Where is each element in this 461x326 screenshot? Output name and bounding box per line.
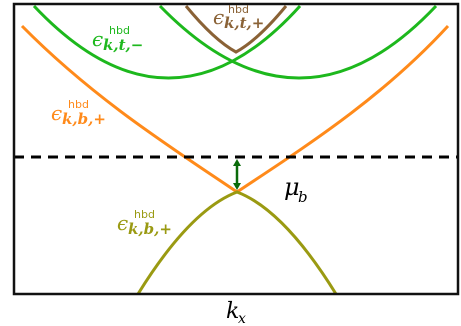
svg-text:k,t,+: k,t,+ xyxy=(224,14,264,32)
svg-text:hbd: hbd xyxy=(134,208,155,221)
label-top-minus: ϵ hbd k,t,− xyxy=(92,24,143,54)
svg-text:hbd: hbd xyxy=(109,24,130,37)
svg-text:ϵ: ϵ xyxy=(92,27,103,51)
svg-text:k,b,+: k,b,+ xyxy=(128,220,172,238)
band-curve-top-minus xyxy=(32,4,302,80)
svg-text:k,t,−: k,t,− xyxy=(103,36,143,54)
gap-arrow xyxy=(233,159,241,190)
label-chemical-potential: μ b xyxy=(284,173,308,206)
svg-text:ϵ: ϵ xyxy=(51,101,62,125)
svg-text:hbd: hbd xyxy=(68,98,89,111)
svg-text:b: b xyxy=(298,188,308,206)
label-bottom-plus-lower: ϵ hbd k,b,+ xyxy=(117,208,172,238)
svg-text:x: x xyxy=(238,311,246,326)
svg-text:ϵ: ϵ xyxy=(213,5,224,29)
svg-text:hbd: hbd xyxy=(228,3,249,16)
svg-text:k: k xyxy=(226,299,239,324)
x-axis-label: k x xyxy=(226,299,246,326)
svg-text:k,b,+: k,b,+ xyxy=(62,110,106,128)
band-curve-top-minus-right xyxy=(158,4,438,80)
svg-text:ϵ: ϵ xyxy=(117,211,128,235)
plot-frame xyxy=(12,2,460,296)
svg-text:μ: μ xyxy=(284,173,300,201)
label-bottom-plus-upper: ϵ hbd k,b,+ xyxy=(51,98,106,128)
band-curve-top-plus xyxy=(184,5,288,54)
band-curve-bottom-plus-lower xyxy=(136,190,338,294)
label-top-plus: ϵ hbd k,t,+ xyxy=(213,3,264,32)
